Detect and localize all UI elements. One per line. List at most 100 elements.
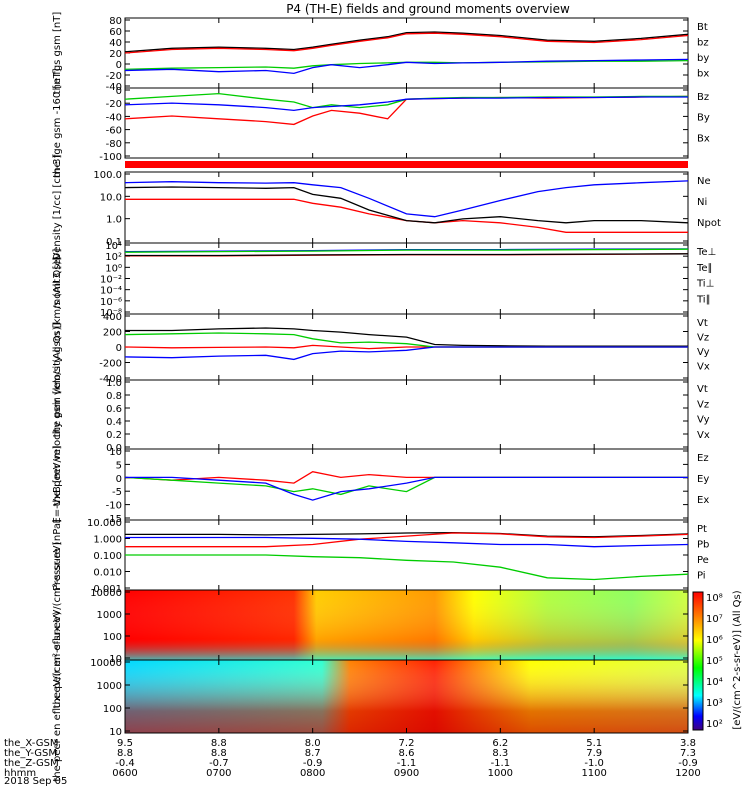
y-tick-label: 0: [116, 343, 122, 354]
y-axis-label: the peir en eflux eV/(cm²-s-sr-eV): [52, 541, 63, 708]
ephem-value: 0900: [394, 768, 419, 779]
y-tick-label: 10.0: [100, 192, 122, 203]
colorbar-scale: [692, 591, 704, 731]
y-axis-label: E=-VxB [mV/m]: [52, 445, 63, 523]
y-tick-label: 60: [109, 27, 122, 38]
y-tick-label: 5: [116, 460, 122, 471]
ephem-value: 7.2: [399, 738, 415, 749]
ephem-value: -1.0: [584, 758, 604, 769]
series-Bx: [124, 96, 688, 112]
legend-Ti⊥: Ti⊥: [696, 279, 714, 290]
series-Ni: [124, 186, 689, 224]
y-tick-label: 80: [109, 16, 122, 27]
mode-bar: [125, 161, 688, 168]
ephem-value: 0700: [206, 768, 231, 779]
y-tick-label: -40: [106, 112, 122, 123]
colorbar-tick: 10⁴: [706, 677, 723, 688]
panel-frame: [124, 87, 689, 159]
ephem-value: 0600: [112, 768, 137, 779]
legend-Te∥: Te∥: [696, 263, 713, 274]
ephem-value: 7.9: [586, 748, 602, 759]
y-axis-label: the fgs gsm [nT]: [52, 12, 63, 95]
legend-bz: bz: [697, 38, 709, 49]
series-Npot: [124, 180, 689, 218]
ephem-value: -0.9: [303, 758, 323, 769]
colorbar-label: [eV/(cm^2-s-sr-eV)] (All Qs): [732, 590, 743, 729]
ephem-value: -0.9: [678, 758, 698, 769]
y-tick-label: 1.0: [106, 378, 122, 389]
ephem-name: the_X-GSM: [4, 738, 58, 749]
legend-Ni: Ni: [697, 197, 707, 208]
ephem-value: -0.4: [115, 758, 135, 769]
panel-peir_spec: 10000 1000 100 10 the peir en eflux eV/(cm²-…: [52, 541, 689, 708]
legend-Vy: Vy: [697, 415, 710, 426]
legend-Ez: Ez: [697, 453, 709, 464]
legend-Vt: Vt: [697, 318, 708, 329]
legend-Vx: Vx: [697, 430, 710, 441]
y-tick-label: -40: [106, 82, 122, 93]
panel-density: 100.0 10.0 1.0 0.1 Density [1/cc] [cm-3] Ne Ni…: [52, 154, 721, 260]
colorbar-tick: 10²: [706, 719, 723, 730]
spectrogram-overlay-peir_spec: [125, 590, 688, 660]
ephem-value: 1000: [488, 768, 513, 779]
y-tick-label: 10⁻⁴: [100, 286, 122, 297]
ephem-value: 3.8: [680, 738, 696, 749]
legend-Vx: Vx: [697, 362, 710, 373]
y-axis-label: momt3 [eV]: [52, 248, 63, 308]
legend-bx: bx: [697, 69, 709, 80]
legend-Ti∥: Ti∥: [696, 294, 711, 305]
legend-by: by: [697, 53, 709, 64]
y-tick-label: -100: [99, 152, 122, 163]
legend-Pe: Pe: [697, 555, 709, 566]
y-tick-label: 20: [109, 49, 122, 60]
legend-Vz: Vz: [697, 333, 709, 344]
ephem-value: 1100: [581, 768, 606, 779]
y-tick-label: 100: [103, 632, 122, 643]
legend-Vt: Vt: [697, 384, 708, 395]
colorbar-tick: 10⁵: [706, 656, 723, 667]
ephem-value: 7.3: [680, 748, 696, 759]
y-tick-label: 0.6: [106, 404, 122, 415]
y-tick-label: 10.000: [87, 518, 122, 529]
y-tick-label: 0: [116, 86, 122, 97]
colorbar-tick: 10³: [706, 698, 723, 709]
legend-Npot: Npot: [697, 218, 721, 229]
ephem-value: 8.7: [305, 748, 321, 759]
ephem-name: the_Z-GSM: [4, 758, 59, 769]
legend-Te⊥: Te⊥: [696, 247, 716, 258]
panel-pressure: 10.000 1.000 0.100 0.010 0.001 Pressure [nPa]…: [52, 518, 709, 595]
legend-Vy: Vy: [697, 347, 710, 358]
y-tick-label: 1.0: [106, 215, 122, 226]
legend-Ey: Ey: [697, 474, 709, 485]
chart-title: P4 (TH-E) fields and ground moments over…: [286, 2, 570, 16]
series-Ti∥: [124, 248, 689, 253]
y-tick-label: 400: [103, 312, 122, 323]
legend-Bt: Bt: [697, 22, 708, 33]
y-tick-label: 0.2: [106, 430, 122, 441]
legend-Ne: Ne: [697, 176, 711, 187]
y-axis-label: the peir velocity gsm [km/s (All Qs)]: [52, 257, 63, 438]
y-tick-label: -400: [99, 374, 122, 385]
legend-Pi: Pi: [697, 571, 706, 582]
panel-efield: 10 5 0 -5 -10 -15 E=-VxB [mV/m] Ez Ey Ex: [52, 445, 709, 525]
ephem-value: 0800: [300, 768, 325, 779]
legend-Pt: Pt: [697, 524, 707, 535]
y-tick-label: 0.001: [93, 584, 122, 595]
series-Ne: [125, 198, 688, 233]
ephem-value: 8.8: [211, 748, 227, 759]
y-tick-label: -60: [106, 126, 122, 137]
panel-frame: [124, 17, 689, 89]
colorbar-tick: 10⁷: [706, 614, 723, 625]
panel-frame: [124, 379, 689, 450]
series-By: [124, 92, 688, 109]
ephem-value: 8.8: [211, 738, 227, 749]
series-bx: [124, 58, 689, 75]
y-tick-label: -20: [106, 99, 122, 110]
y-tick-label: -5: [112, 487, 122, 498]
y-tick-label: 10²: [105, 252, 122, 263]
y-tick-label: 10: [109, 727, 122, 738]
